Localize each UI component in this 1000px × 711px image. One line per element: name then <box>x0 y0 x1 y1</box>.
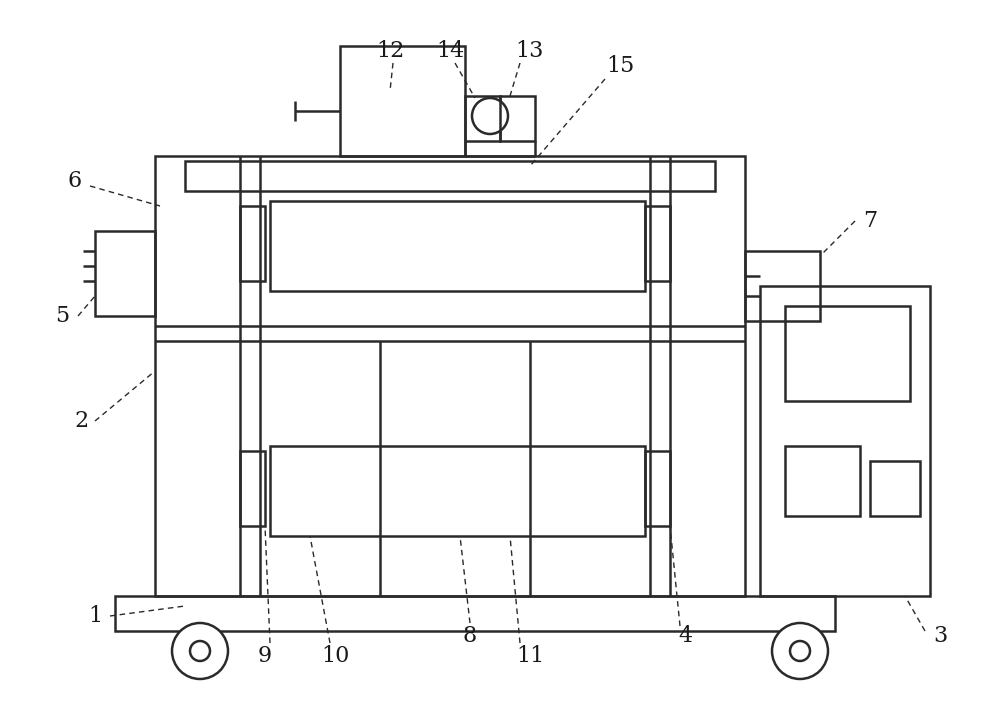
Text: 13: 13 <box>516 40 544 62</box>
Circle shape <box>190 641 210 661</box>
Text: 9: 9 <box>258 645 272 667</box>
Bar <box>240 451 265 526</box>
Text: 7: 7 <box>863 210 877 232</box>
Bar <box>745 251 820 321</box>
Bar <box>240 206 265 281</box>
Bar <box>645 206 670 281</box>
Bar <box>185 161 715 191</box>
Bar <box>785 446 860 516</box>
Text: 11: 11 <box>516 645 544 667</box>
Bar <box>270 446 645 536</box>
Text: 14: 14 <box>436 40 464 62</box>
Bar <box>870 461 920 516</box>
Circle shape <box>472 98 508 134</box>
Bar <box>760 286 930 596</box>
Text: 6: 6 <box>68 170 82 192</box>
Bar <box>340 46 465 156</box>
Text: 15: 15 <box>606 55 634 77</box>
Text: 12: 12 <box>376 40 404 62</box>
Bar <box>645 451 670 526</box>
Bar <box>270 201 645 291</box>
Bar <box>465 96 500 141</box>
Bar <box>95 231 155 316</box>
Text: 3: 3 <box>933 625 947 647</box>
Text: 8: 8 <box>463 625 477 647</box>
Text: 1: 1 <box>88 605 102 627</box>
Text: 2: 2 <box>75 410 89 432</box>
Bar <box>500 96 535 141</box>
Circle shape <box>172 623 228 679</box>
Circle shape <box>772 623 828 679</box>
Bar <box>115 596 835 631</box>
Bar <box>155 156 745 596</box>
Circle shape <box>790 641 810 661</box>
Text: 5: 5 <box>55 305 69 327</box>
Text: 4: 4 <box>678 625 692 647</box>
Text: 10: 10 <box>321 645 349 667</box>
Bar <box>785 306 910 401</box>
